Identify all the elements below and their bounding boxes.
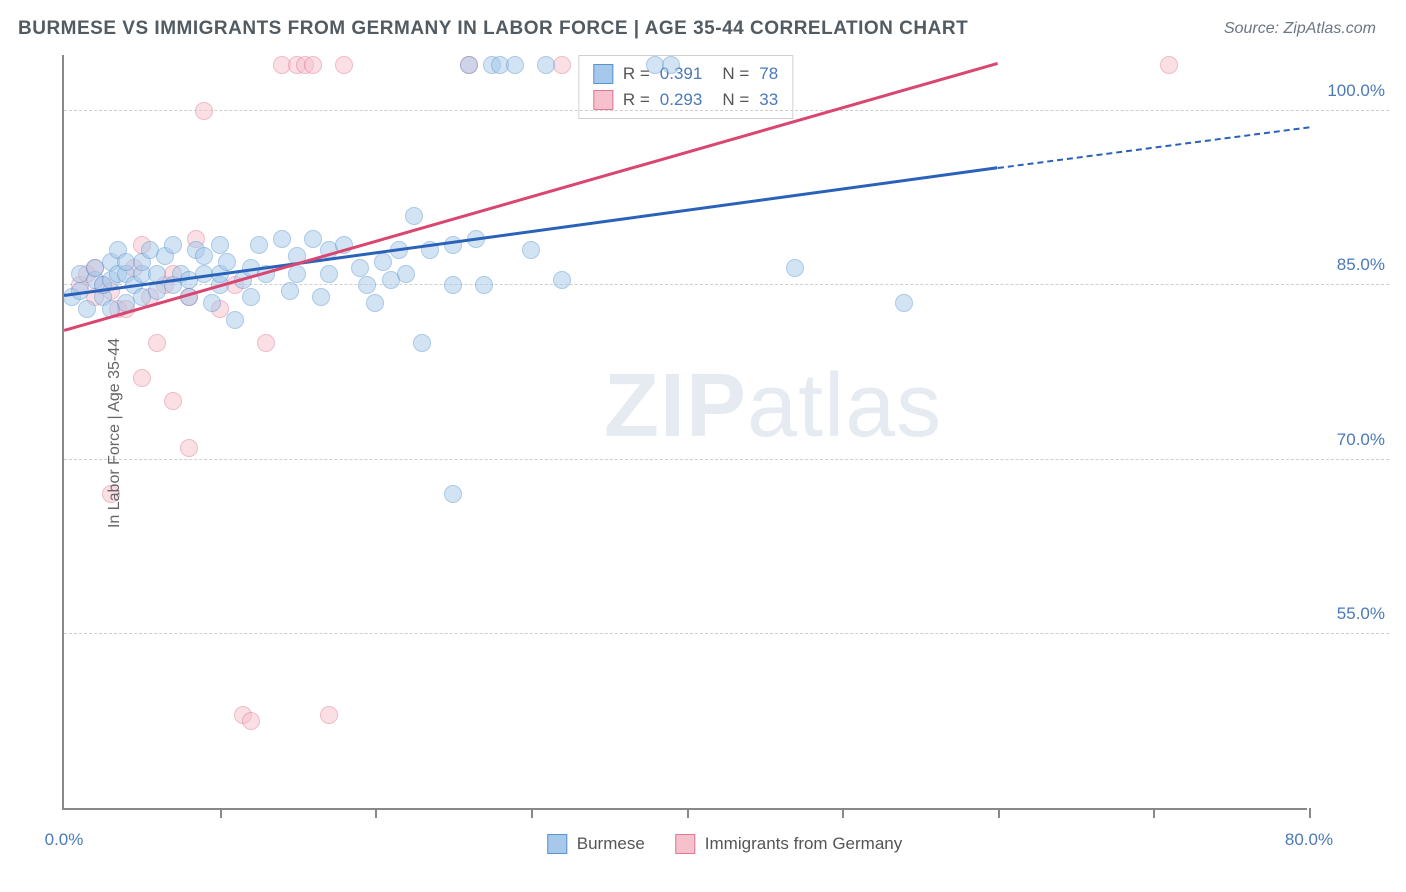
watermark-atlas: atlas (747, 356, 942, 456)
xtick-label: 0.0% (45, 830, 84, 850)
r-label-b: R = (623, 90, 650, 110)
chart-title: BURMESE VS IMMIGRANTS FROM GERMANY IN LA… (18, 18, 968, 40)
ytick-label: 55.0% (1337, 604, 1385, 624)
point-burmese (374, 253, 392, 271)
xtick-mark (842, 808, 844, 818)
xtick-mark (998, 808, 1000, 818)
point-burmese (250, 236, 268, 254)
point-burmese (358, 276, 376, 294)
point-burmese (273, 230, 291, 248)
point-burmese (786, 259, 804, 277)
xtick-mark (220, 808, 222, 818)
point-burmese (895, 294, 913, 312)
point-germany (553, 56, 571, 74)
xtick-mark (1153, 808, 1155, 818)
point-burmese (351, 259, 369, 277)
legend-bottom-swatch-b (675, 834, 695, 854)
chart-container: ZIPatlas R = 0.391 N = 78 R = 0.293 N = … (62, 55, 1387, 810)
point-burmese (366, 294, 384, 312)
gridline-h (64, 284, 1389, 285)
gridline-h (64, 459, 1389, 460)
point-burmese (312, 288, 330, 306)
legend-item-b: Immigrants from Germany (675, 834, 902, 854)
point-germany (195, 102, 213, 120)
point-burmese (242, 288, 260, 306)
point-germany (148, 334, 166, 352)
point-germany (257, 334, 275, 352)
watermark: ZIPatlas (604, 355, 942, 458)
point-burmese (444, 485, 462, 503)
point-burmese (195, 247, 213, 265)
point-burmese (288, 265, 306, 283)
xtick-mark (687, 808, 689, 818)
legend-item-a: Burmese (547, 834, 645, 854)
n-value-b: 33 (759, 90, 778, 110)
legend-label-a: Burmese (577, 834, 645, 854)
legend-swatch-b (593, 90, 613, 110)
point-burmese (320, 265, 338, 283)
point-germany (304, 56, 322, 74)
point-burmese (460, 56, 478, 74)
legend-bottom-swatch-a (547, 834, 567, 854)
n-label-b: N = (722, 90, 749, 110)
point-burmese (413, 334, 431, 352)
gridline-h (64, 110, 1389, 111)
point-burmese (444, 276, 462, 294)
watermark-zip: ZIP (604, 356, 747, 456)
xtick-mark (1309, 808, 1311, 818)
point-germany (242, 712, 260, 730)
n-value-a: 78 (759, 64, 778, 84)
point-burmese (397, 265, 415, 283)
xtick-mark (531, 808, 533, 818)
point-burmese (522, 241, 540, 259)
point-burmese (506, 56, 524, 74)
point-burmese (226, 311, 244, 329)
point-burmese (281, 282, 299, 300)
point-burmese (304, 230, 322, 248)
ytick-label: 100.0% (1327, 81, 1385, 101)
point-burmese (78, 300, 96, 318)
point-burmese (444, 236, 462, 254)
plot-area: ZIPatlas R = 0.391 N = 78 R = 0.293 N = … (62, 55, 1307, 810)
source-text: Source: ZipAtlas.com (1224, 20, 1376, 38)
xtick-label: 80.0% (1285, 830, 1333, 850)
point-burmese (405, 207, 423, 225)
n-label-a: N = (722, 64, 749, 84)
point-burmese (475, 276, 493, 294)
point-burmese (553, 271, 571, 289)
point-burmese (537, 56, 555, 74)
point-germany (320, 706, 338, 724)
series-legend: Burmese Immigrants from Germany (547, 834, 902, 854)
point-burmese (218, 253, 236, 271)
y-axis-label: In Labor Force | Age 35-44 (106, 337, 124, 527)
point-germany (180, 439, 198, 457)
legend-row-a: R = 0.391 N = 78 (593, 61, 778, 87)
point-burmese (203, 294, 221, 312)
point-germany (1160, 56, 1178, 74)
ytick-label: 85.0% (1337, 255, 1385, 275)
point-germany (164, 392, 182, 410)
point-burmese (164, 236, 182, 254)
ytick-label: 70.0% (1337, 430, 1385, 450)
trendline-burmese-dashed (998, 126, 1310, 169)
gridline-h (64, 633, 1389, 634)
point-germany (133, 369, 151, 387)
r-value-b: 0.293 (660, 90, 703, 110)
xtick-mark (375, 808, 377, 818)
point-germany (335, 56, 353, 74)
point-burmese (211, 236, 229, 254)
legend-label-b: Immigrants from Germany (705, 834, 902, 854)
legend-swatch-a (593, 64, 613, 84)
point-burmese (662, 56, 680, 74)
